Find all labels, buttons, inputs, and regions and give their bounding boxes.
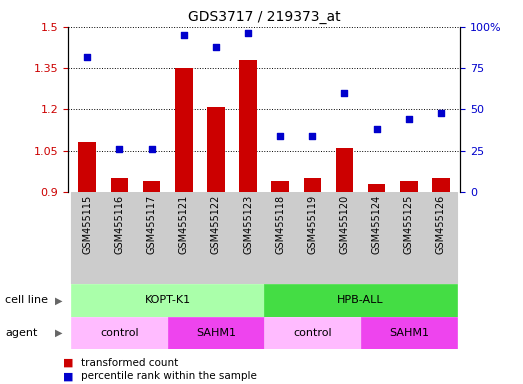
- Point: [147, 146, 156, 152]
- Text: ▶: ▶: [55, 328, 62, 338]
- Text: SAHM1: SAHM1: [196, 328, 236, 338]
- Bar: [360, 317, 457, 349]
- Text: GSM455119: GSM455119: [308, 195, 317, 254]
- Text: transformed count: transformed count: [81, 358, 178, 368]
- Bar: [271, 181, 289, 192]
- Bar: [104, 192, 135, 284]
- Bar: [143, 181, 161, 192]
- Bar: [264, 284, 457, 317]
- Text: percentile rank within the sample: percentile rank within the sample: [81, 371, 257, 381]
- Bar: [264, 192, 296, 284]
- Text: GSM455126: GSM455126: [436, 195, 446, 254]
- Text: GSM455118: GSM455118: [275, 195, 285, 254]
- Bar: [168, 317, 264, 349]
- Bar: [71, 284, 264, 317]
- Bar: [336, 148, 354, 192]
- Bar: [78, 142, 96, 192]
- Text: GSM455124: GSM455124: [372, 195, 382, 254]
- Point: [405, 116, 413, 122]
- Point: [115, 146, 123, 152]
- Bar: [360, 192, 393, 284]
- Text: GSM455117: GSM455117: [146, 195, 156, 254]
- Bar: [110, 178, 128, 192]
- Text: KOPT-K1: KOPT-K1: [144, 295, 191, 306]
- Bar: [432, 178, 450, 192]
- Point: [179, 32, 188, 38]
- Point: [244, 30, 252, 36]
- Bar: [175, 68, 192, 192]
- Point: [83, 53, 92, 60]
- Bar: [71, 192, 104, 284]
- Bar: [71, 317, 168, 349]
- Text: GSM455122: GSM455122: [211, 195, 221, 254]
- Bar: [393, 192, 425, 284]
- Point: [276, 133, 285, 139]
- Point: [212, 44, 220, 50]
- Text: SAHM1: SAHM1: [389, 328, 429, 338]
- Bar: [368, 184, 385, 192]
- Text: agent: agent: [5, 328, 38, 338]
- Text: GSM455115: GSM455115: [82, 195, 92, 254]
- Point: [308, 133, 316, 139]
- Text: cell line: cell line: [5, 295, 48, 306]
- Title: GDS3717 / 219373_at: GDS3717 / 219373_at: [188, 10, 340, 25]
- Text: control: control: [293, 328, 332, 338]
- Bar: [207, 107, 225, 192]
- Text: GSM455116: GSM455116: [115, 195, 124, 254]
- Bar: [264, 317, 360, 349]
- Bar: [135, 192, 168, 284]
- Bar: [328, 192, 360, 284]
- Bar: [303, 178, 321, 192]
- Text: control: control: [100, 328, 139, 338]
- Text: ■: ■: [63, 358, 73, 368]
- Text: GSM455123: GSM455123: [243, 195, 253, 254]
- Text: GSM455121: GSM455121: [179, 195, 189, 254]
- Text: HPB-ALL: HPB-ALL: [337, 295, 384, 306]
- Bar: [239, 60, 257, 192]
- Text: GSM455125: GSM455125: [404, 195, 414, 254]
- Text: GSM455120: GSM455120: [339, 195, 349, 254]
- Bar: [296, 192, 328, 284]
- Bar: [400, 181, 418, 192]
- Point: [340, 90, 349, 96]
- Bar: [200, 192, 232, 284]
- Text: ▶: ▶: [55, 295, 62, 306]
- Point: [372, 126, 381, 132]
- Text: ■: ■: [63, 371, 73, 381]
- Bar: [232, 192, 264, 284]
- Bar: [425, 192, 457, 284]
- Point: [437, 110, 445, 116]
- Bar: [168, 192, 200, 284]
